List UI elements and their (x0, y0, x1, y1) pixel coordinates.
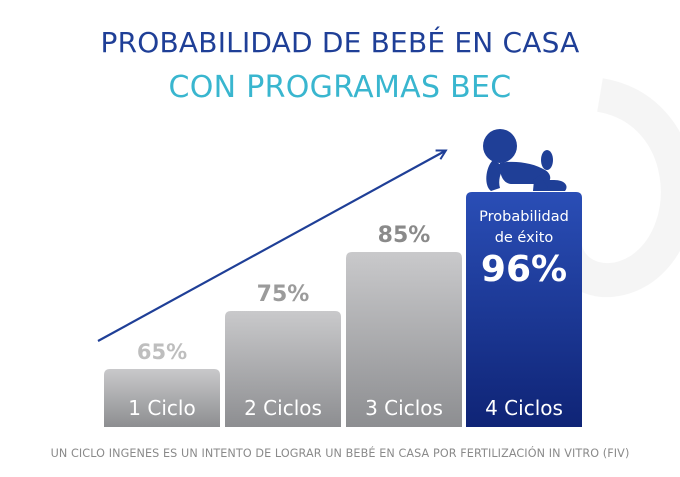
bar-2 (225, 311, 341, 427)
value-label-3: 85% (378, 223, 431, 248)
category-label-1: 1 Ciclo (128, 396, 195, 420)
bar-1 (104, 369, 220, 427)
highlight-caption-line1: Probabilidad (479, 209, 569, 225)
value-label-2: 75% (257, 282, 310, 307)
category-label-4: 4 Ciclos (485, 396, 563, 420)
bar-3 (346, 252, 462, 427)
footnote: UN CICLO INGENES ES UN INTENTO DE LOGRAR… (50, 447, 630, 460)
bar-4 (466, 192, 582, 427)
category-label-3: 3 Ciclos (365, 396, 443, 420)
highlight-caption-line2: de éxito (495, 230, 554, 246)
labels-layer: 1 Ciclo 65% 2 Ciclos 75% 3 Ciclos 85% 4 Ciclos… (128, 209, 569, 420)
page-title: PROBABILIDAD DE BEBÉ EN CASA (100, 26, 580, 59)
category-label-2: 2 Ciclos (244, 396, 322, 420)
bars-layer (104, 192, 582, 427)
value-label-1: 65% (137, 340, 187, 364)
highlight-value-label: 96% (481, 249, 567, 290)
baby-crawling-icon (483, 129, 567, 191)
trend-arrow (97, 151, 445, 342)
page-subtitle: CON PROGRAMAS BEC (168, 70, 512, 105)
